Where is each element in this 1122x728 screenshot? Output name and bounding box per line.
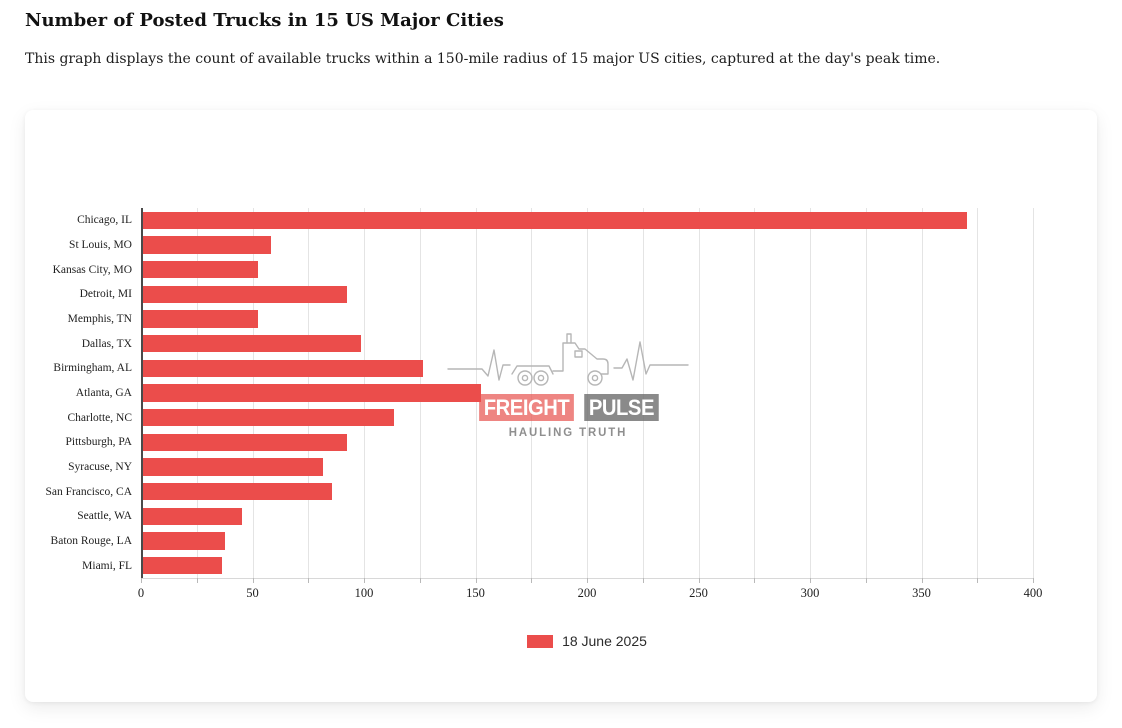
x-axis-tick	[754, 578, 756, 583]
watermark: FREIGHT PULSE HAULING TRUTH	[446, 328, 690, 439]
y-axis-label: Atlanta, GA	[75, 387, 132, 399]
y-axis-label: Memphis, TN	[67, 313, 132, 325]
bar-baton-rouge-la[interactable]	[142, 532, 225, 550]
grid-line-325	[865, 208, 867, 578]
x-axis-tick	[419, 578, 421, 583]
grid-line-175	[531, 208, 533, 578]
watermark-tagline: HAULING TRUTH	[508, 425, 628, 439]
bar-detroit-mi[interactable]	[142, 285, 348, 304]
x-axis-tick	[921, 578, 923, 583]
y-axis-label: Syracuse, NY	[68, 461, 132, 473]
chart-card: FREIGHT PULSE HAULING TRUTH Chicago, IL S…	[25, 110, 1097, 702]
bar-chicago-il[interactable]	[142, 211, 968, 230]
x-axis-tick	[196, 578, 198, 583]
x-axis-tick	[587, 578, 588, 583]
legend-swatch	[527, 634, 554, 648]
watermark-brand-first: FREIGHT	[478, 394, 574, 421]
grid-line-250	[698, 208, 700, 578]
y-axis-label: St Louis, MO	[69, 239, 132, 251]
x-axis-tick	[642, 578, 644, 583]
grid-line-300	[810, 208, 811, 578]
bar-syracuse-ny[interactable]	[142, 458, 323, 476]
y-axis-label: San Francisco, CA	[45, 485, 132, 498]
page-subtitle: This graph displays the count of availab…	[25, 51, 941, 67]
x-axis-tick-label: 50	[246, 586, 259, 600]
grid-line-200	[587, 208, 588, 578]
x-axis-tick	[475, 578, 477, 583]
y-axis-label: Miami, FL	[82, 559, 132, 572]
x-axis-tick-label: 0	[137, 586, 145, 600]
watermark-brand-second: PULSE	[583, 394, 659, 421]
chart-legend: 18 June 2025	[141, 633, 1033, 649]
bar-seattle-wa[interactable]	[142, 507, 243, 526]
bar-kansas-city-mo[interactable]	[142, 260, 258, 279]
grid-line-275	[754, 208, 756, 578]
bar-birmingham-al[interactable]	[142, 359, 423, 378]
header: Number of Posted Trucks in 15 US Major C…	[0, 0, 1122, 69]
x-axis-tick-label: 350	[912, 586, 931, 600]
x-axis-tick-label: 250	[689, 586, 708, 600]
x-axis-tick	[531, 578, 533, 583]
x-axis-tick-label: 150	[466, 586, 485, 600]
y-axis-line	[141, 208, 143, 578]
x-axis-tick	[308, 578, 310, 583]
x-axis-tick	[1033, 578, 1034, 583]
bar-miami-fl[interactable]	[142, 556, 223, 575]
legend-item[interactable]: 18 June 2025	[527, 633, 647, 649]
x-axis-tick-label: 400	[1023, 586, 1043, 600]
x-axis-tick	[865, 578, 867, 583]
page-title: Number of Posted Trucks in 15 US Major C…	[25, 10, 504, 31]
y-axis-label: Dallas, TX	[81, 337, 132, 350]
plot-area: FREIGHT PULSE HAULING TRUTH Chicago, IL S…	[45, 208, 1042, 600]
grid-line-350	[921, 208, 923, 578]
bar-dallas-tx[interactable]	[142, 334, 361, 353]
x-axis-tick-label: 300	[800, 586, 820, 600]
y-axis-label: Pittsburgh, PA	[65, 436, 132, 449]
x-axis-tick	[364, 578, 365, 583]
watermark-brand: FREIGHT PULSE	[446, 394, 690, 421]
x-axis-tick	[252, 578, 254, 583]
grid-line-400	[1033, 208, 1034, 578]
legend-label: 18 June 2025	[562, 633, 647, 649]
bar-st-louis-mo[interactable]	[142, 236, 272, 254]
bar-atlanta-ga[interactable]	[142, 384, 481, 402]
grid-line-225	[642, 208, 644, 578]
truck-ekg-pulse-icon	[447, 333, 689, 386]
bar-charlotte-nc[interactable]	[142, 408, 394, 427]
y-axis-label: Charlotte, NC	[67, 411, 132, 424]
bar-pittsburgh-pa[interactable]	[142, 433, 348, 452]
y-axis-label: Detroit, MI	[79, 288, 132, 301]
x-axis-tick	[698, 578, 700, 583]
x-axis-tick	[810, 578, 811, 583]
x-axis-tick-label: 100	[354, 586, 374, 600]
y-axis-label: Baton Rouge, LA	[50, 535, 132, 547]
bar-memphis-tn[interactable]	[142, 310, 258, 328]
x-axis-tick-label: 200	[577, 586, 597, 600]
y-axis-label: Kansas City, MO	[52, 263, 132, 276]
y-axis-label: Birmingham, AL	[53, 362, 132, 375]
grid-line-375	[977, 208, 979, 578]
y-axis-label: Seattle, WA	[77, 510, 132, 523]
y-axis-label: Chicago, IL	[77, 214, 132, 227]
x-axis-tick	[141, 578, 142, 583]
bar-san-francisco-ca[interactable]	[142, 482, 332, 501]
x-axis-tick	[977, 578, 979, 583]
